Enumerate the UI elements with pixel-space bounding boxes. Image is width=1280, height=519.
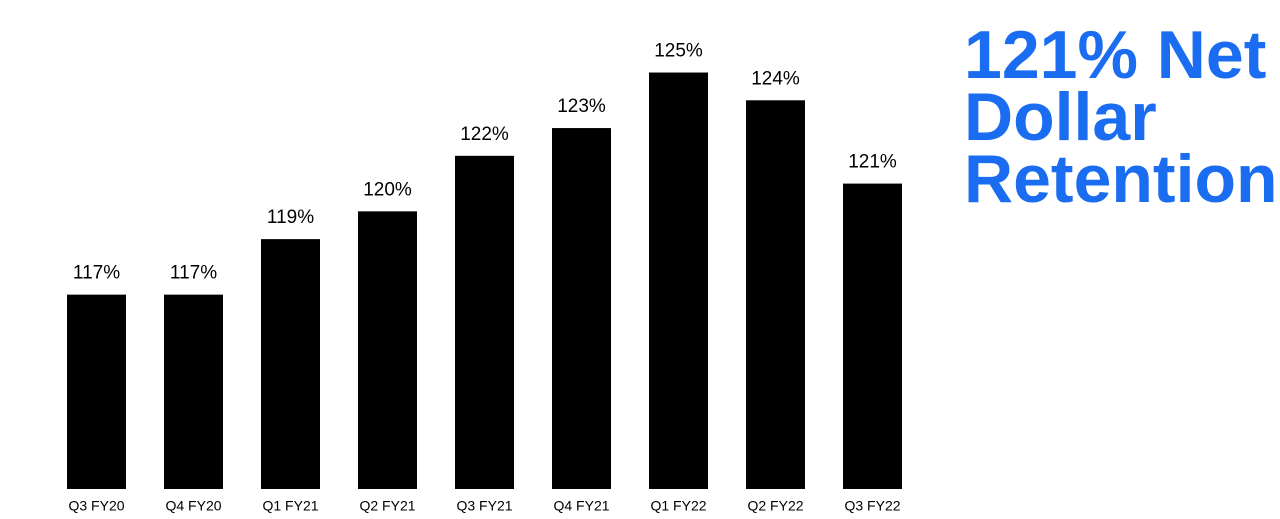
value-label: 122% bbox=[460, 124, 509, 145]
x-tick-label: Q2 FY21 bbox=[359, 498, 415, 514]
bar bbox=[649, 72, 708, 489]
x-tick-label: Q3 FY20 bbox=[68, 498, 124, 514]
value-label: 119% bbox=[267, 207, 314, 228]
bar bbox=[164, 294, 223, 489]
value-label: 117% bbox=[170, 263, 217, 284]
x-tick-label: Q1 FY22 bbox=[650, 498, 706, 514]
value-label: 123% bbox=[557, 96, 606, 117]
bar bbox=[552, 128, 611, 489]
bar bbox=[455, 155, 514, 489]
bar bbox=[261, 239, 320, 489]
chart: Q3 FY20 117% Q4 FY20 117% Q1 FY21 119% Q2 FY21… bbox=[67, 41, 902, 514]
chart-title: 121% Net Dollar Retention bbox=[964, 17, 1278, 217]
x-tick-label: Q1 FY21 bbox=[262, 498, 318, 514]
bar bbox=[843, 183, 902, 489]
value-label: 124% bbox=[751, 68, 800, 89]
x-tick-label: Q3 FY21 bbox=[456, 498, 512, 514]
value-label: 117% bbox=[73, 263, 120, 284]
bar bbox=[358, 211, 417, 489]
value-label: 125% bbox=[654, 41, 703, 62]
x-tick-label: Q2 FY22 bbox=[747, 498, 803, 514]
x-tick-label: Q4 FY20 bbox=[165, 498, 221, 514]
bar bbox=[746, 100, 805, 489]
value-label: 120% bbox=[363, 179, 412, 200]
value-label: 121% bbox=[848, 152, 897, 173]
bar bbox=[67, 294, 126, 489]
x-tick-label: Q3 FY22 bbox=[844, 498, 900, 514]
x-tick-label: Q4 FY21 bbox=[553, 498, 609, 514]
